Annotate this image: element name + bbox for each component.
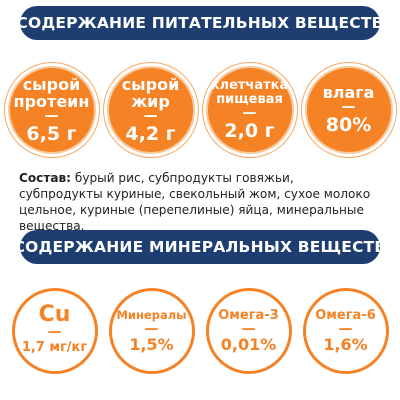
composition-ingredients: бурый рис, субпродукты говяжьи, субпроду… — [19, 171, 371, 233]
mineral-label: Омега-6 — [315, 307, 376, 323]
nutrient-label-line2: протеин — [13, 91, 90, 111]
mineral-value: 1,7 мг/кг — [21, 340, 88, 355]
mineral-omega3-badge: Омега-3 — 0,01% — [205, 288, 292, 374]
nutrient-dash: — — [44, 107, 59, 124]
nutrient-label-line1: клетчатка — [210, 77, 289, 93]
nutrient-dash: — — [143, 107, 158, 124]
nutrient-dash: — — [242, 104, 257, 121]
mineral-minerals-badge: Минералы — 1,5% — [108, 288, 195, 374]
minerals-row: Cu — 1,7 мг/кг Минералы — 1,5% Омега-3 —… — [0, 288, 400, 374]
minerals-header: СОДЕРЖАНИЕ МИНЕРАЛЬНЫХ ВЕЩЕСТВ — [20, 230, 380, 264]
nutrient-protein-badge: сырой протеин — 6,5 г — [7, 66, 96, 154]
composition-text: Состав: бурый рис, субпродукты говяжьи, … — [19, 170, 381, 234]
nutrient-fiber-badge: клетчатка пищевая — 2,0 г — [205, 66, 294, 154]
mineral-dash: — — [144, 320, 159, 337]
nutrient-label-line2: пищевая — [216, 91, 283, 107]
nutrients-row: сырой протеин — 6,5 г сырой жир — 4,2 г … — [0, 66, 400, 154]
mineral-dash: — — [241, 320, 256, 337]
mineral-label: Cu — [38, 302, 71, 327]
nutrient-value: 2,0 г — [224, 119, 275, 142]
nutrient-label-line1: сырой — [22, 74, 81, 94]
mineral-value: 1,6% — [323, 334, 368, 354]
nutrient-fat-badge: сырой жир — 4,2 г — [106, 66, 195, 154]
nutrient-label-line1: влага — [322, 83, 375, 102]
mineral-dash: — — [338, 320, 353, 337]
nutrient-label-line2: жир — [131, 91, 170, 111]
nutrient-moisture-badge: влага — 80% — [304, 66, 393, 154]
mineral-value: 1,5% — [129, 334, 174, 354]
nutrient-value: 4,2 г — [125, 122, 176, 145]
mineral-label: Минералы — [116, 307, 187, 322]
mineral-cu-badge: Cu — 1,7 мг/кг — [11, 288, 98, 374]
nutrient-value: 80% — [325, 114, 372, 136]
mineral-omega6-badge: Омега-6 — 1,6% — [302, 288, 389, 374]
mineral-label: Омега-3 — [218, 307, 279, 323]
nutrient-label-line1: сырой — [121, 74, 180, 94]
mineral-value: 0,01% — [220, 334, 277, 354]
nutrients-header: СОДЕРЖАНИЕ ПИТАТЕЛЬНЫХ ВЕЩЕСТВ — [20, 6, 380, 40]
nutrient-value: 6,5 г — [26, 122, 77, 145]
nutrient-dash: — — [341, 99, 356, 115]
mineral-dash: — — [47, 324, 62, 340]
composition-label: Состав: — [19, 171, 72, 185]
